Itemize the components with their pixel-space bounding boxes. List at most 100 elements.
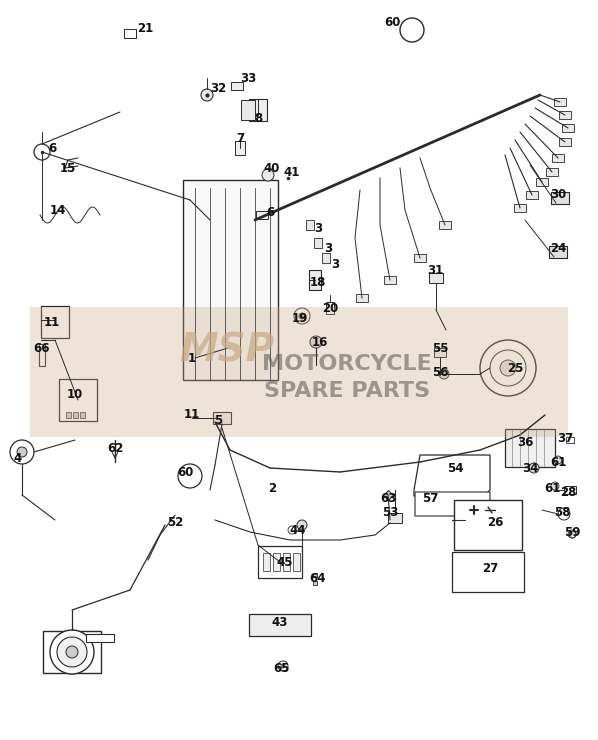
Text: 26: 26 (487, 516, 503, 528)
Text: 25: 25 (507, 362, 523, 374)
Bar (282, 553, 289, 571)
Text: 8: 8 (254, 112, 262, 124)
Bar (258, 546, 302, 578)
Bar (549, 246, 567, 258)
Text: 27: 27 (482, 562, 498, 574)
Text: 36: 36 (517, 436, 533, 448)
Text: 11: 11 (184, 408, 200, 422)
Bar (514, 204, 526, 212)
Text: 1: 1 (188, 352, 196, 365)
Bar (213, 412, 231, 424)
Bar (429, 273, 443, 283)
Text: 37: 37 (557, 431, 573, 445)
Circle shape (439, 369, 449, 379)
Bar (452, 552, 524, 592)
Text: 58: 58 (554, 505, 570, 519)
Bar (314, 238, 322, 248)
Circle shape (299, 313, 305, 319)
Text: 3: 3 (331, 258, 339, 272)
Text: 52: 52 (167, 516, 183, 528)
Text: 53: 53 (382, 505, 398, 519)
Circle shape (10, 440, 34, 464)
Text: 56: 56 (432, 366, 448, 378)
Text: 60: 60 (177, 465, 193, 479)
Bar (182, 180, 277, 380)
Text: 33: 33 (240, 72, 256, 84)
Bar (414, 254, 426, 262)
Bar (39, 344, 45, 366)
Text: 24: 24 (550, 241, 566, 255)
Bar (322, 253, 330, 263)
Bar (241, 100, 255, 120)
Bar (235, 141, 245, 155)
Polygon shape (414, 455, 490, 496)
Bar (41, 306, 69, 338)
Bar (292, 553, 300, 571)
Text: 64: 64 (310, 571, 327, 585)
Circle shape (480, 340, 536, 396)
Bar (526, 191, 538, 199)
Bar (309, 270, 321, 290)
Bar (536, 178, 548, 186)
Text: SPARE PARTS: SPARE PARTS (264, 380, 430, 401)
Text: 61: 61 (550, 456, 566, 468)
Circle shape (310, 336, 322, 348)
Bar (86, 634, 114, 642)
Text: 31: 31 (427, 263, 443, 277)
Text: 40: 40 (264, 161, 280, 175)
Text: 44: 44 (290, 523, 306, 536)
Text: 6: 6 (48, 141, 56, 155)
Text: 66: 66 (33, 341, 50, 354)
Text: MOTORCYCLE: MOTORCYCLE (262, 354, 432, 374)
Bar (356, 294, 368, 302)
Bar (551, 192, 569, 204)
Circle shape (66, 646, 78, 658)
Bar (546, 168, 558, 176)
Bar (249, 99, 267, 121)
Text: 34: 34 (522, 462, 538, 474)
Text: 41: 41 (284, 166, 300, 178)
Text: 4: 4 (14, 451, 22, 465)
Text: 3: 3 (324, 241, 332, 255)
Bar (505, 429, 555, 467)
Text: 60: 60 (384, 16, 400, 29)
Text: 2: 2 (268, 482, 276, 494)
Bar (30, 307, 568, 437)
Text: 28: 28 (560, 485, 576, 499)
Text: 16: 16 (312, 335, 328, 349)
Bar (434, 348, 446, 357)
Bar (273, 553, 279, 571)
Bar (326, 302, 334, 314)
Bar (566, 437, 574, 443)
Bar (249, 614, 311, 636)
Circle shape (201, 89, 213, 101)
Circle shape (17, 447, 27, 457)
Bar (59, 379, 97, 421)
Bar (124, 29, 136, 38)
Text: 43: 43 (272, 616, 288, 628)
Circle shape (281, 664, 285, 668)
Text: 30: 30 (550, 189, 566, 201)
Bar (559, 138, 571, 146)
Text: 7: 7 (236, 132, 244, 144)
Text: 59: 59 (564, 525, 580, 539)
Text: 45: 45 (277, 556, 293, 568)
Polygon shape (415, 492, 490, 516)
Circle shape (262, 169, 274, 181)
Text: 55: 55 (432, 341, 448, 354)
Bar (384, 276, 396, 284)
Text: 63: 63 (380, 491, 396, 505)
Text: 21: 21 (137, 21, 153, 35)
Bar (80, 412, 84, 418)
Text: 10: 10 (67, 388, 83, 402)
Text: 57: 57 (422, 491, 438, 505)
Circle shape (500, 360, 516, 376)
Circle shape (529, 463, 539, 473)
Circle shape (554, 456, 562, 464)
Text: 61: 61 (544, 482, 560, 494)
Bar (559, 111, 571, 119)
Bar (263, 553, 270, 571)
Bar (552, 154, 564, 162)
Bar (43, 631, 101, 673)
Bar (554, 98, 566, 106)
